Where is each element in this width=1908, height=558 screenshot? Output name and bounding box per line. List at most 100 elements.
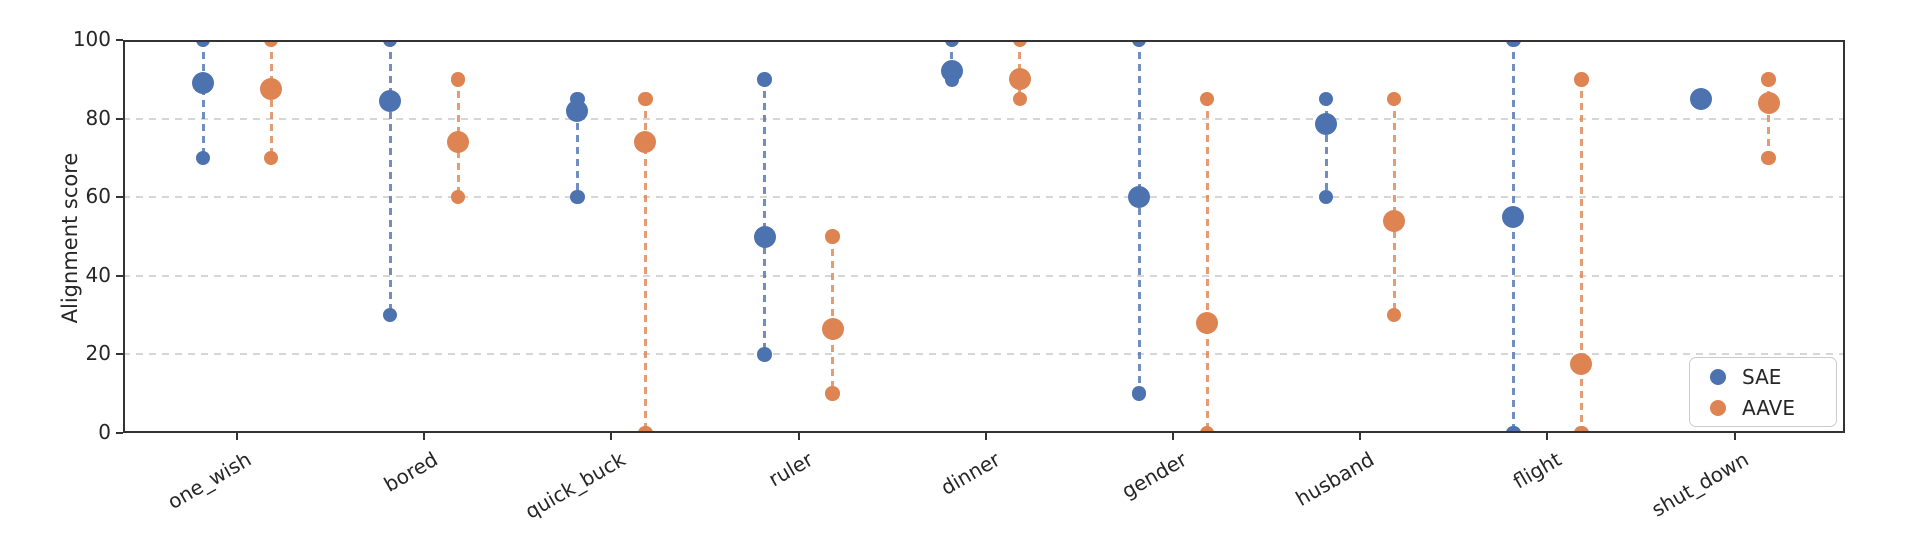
- y-tick-100: [116, 39, 123, 41]
- y-tick-80: [116, 117, 123, 120]
- max-dot-aave-bored: [450, 72, 466, 87]
- legend-label-aave: AAVE: [1742, 395, 1795, 420]
- min-dot-aave-bored: [450, 189, 466, 205]
- x-tick-ruler: [797, 433, 800, 440]
- range-line-aave-gender: [1205, 98, 1209, 433]
- min-dot-sae-bored: [382, 307, 398, 323]
- min-dot-aave-quick_buck: [638, 425, 653, 433]
- range-line-sae-dinner: [950, 40, 954, 80]
- mean-dot-sae-ruler: [753, 225, 776, 248]
- mean-dot-sae-quick_buck: [566, 99, 589, 122]
- range-line-aave-shut_down: [1767, 79, 1771, 158]
- y-tick-label-20: 20: [85, 341, 111, 366]
- min-dot-aave-shut_down: [1761, 150, 1776, 166]
- max-dot-aave-husband: [1386, 91, 1402, 107]
- x-tick-label-husband: husband: [1291, 447, 1379, 511]
- y-tick-label-60: 60: [85, 184, 111, 209]
- range-line-aave-quick_buck: [643, 98, 647, 433]
- y-tick-label-0: 0: [98, 420, 111, 444]
- mean-dot-aave-gender: [1196, 311, 1218, 334]
- mean-dot-sae-gender: [1128, 186, 1150, 209]
- y-axis-label: Alignment score: [58, 152, 82, 324]
- range-line-sae-bored: [388, 40, 392, 316]
- x-tick-bored: [423, 433, 426, 440]
- mean-dot-aave-dinner: [1008, 68, 1031, 91]
- mean-dot-aave-one_wish: [260, 78, 282, 101]
- range-line-aave-flight: [1579, 79, 1583, 433]
- max-dot-sae-gender: [1131, 40, 1147, 48]
- min-dot-aave-husband: [1386, 307, 1402, 323]
- x-tick-quick_buck: [610, 433, 613, 440]
- x-tick-husband: [1359, 433, 1362, 440]
- sae-marker-icon: [1710, 368, 1726, 385]
- y-tick-label-100: 100: [72, 27, 111, 51]
- y-tick-40: [116, 274, 123, 277]
- range-line-aave-ruler: [831, 236, 835, 394]
- y-tick-0: [116, 432, 123, 434]
- range-line-sae-one_wish: [201, 40, 205, 158]
- plot-area: [123, 40, 1845, 433]
- legend: SAE AAVE: [1689, 357, 1837, 427]
- min-dot-sae-husband: [1318, 189, 1334, 205]
- range-line-sae-flight: [1511, 40, 1515, 433]
- x-tick-dinner: [984, 433, 987, 440]
- aave-marker-icon: [1710, 399, 1726, 416]
- legend-label-sae: SAE: [1742, 364, 1782, 389]
- max-dot-sae-ruler: [757, 72, 772, 87]
- range-line-aave-husband: [1392, 98, 1396, 316]
- max-dot-aave-shut_down: [1761, 72, 1776, 87]
- mean-dot-sae-one_wish: [192, 72, 214, 95]
- y-tick-20: [116, 353, 123, 356]
- max-dot-sae-bored: [382, 40, 398, 48]
- mean-dot-aave-husband: [1383, 209, 1406, 232]
- x-tick-gender: [1172, 433, 1174, 440]
- max-dot-sae-one_wish: [195, 40, 211, 48]
- range-line-sae-gender: [1137, 40, 1141, 394]
- max-dot-aave-ruler: [825, 229, 840, 244]
- grid-line-20: [123, 353, 1845, 356]
- max-dot-aave-one_wish: [263, 40, 279, 48]
- max-dot-aave-dinner: [1012, 40, 1028, 48]
- min-dot-sae-one_wish: [195, 150, 211, 166]
- y-tick-label-80: 80: [85, 105, 111, 130]
- min-dot-aave-flight: [1574, 425, 1589, 433]
- x-tick-label-quick_buck: quick_buck: [520, 447, 630, 524]
- min-dot-sae-gender: [1131, 386, 1147, 401]
- x-tick-label-bored: bored: [380, 447, 443, 497]
- max-dot-sae-dinner: [944, 40, 960, 48]
- min-dot-aave-ruler: [825, 386, 840, 401]
- grid-line-40: [123, 274, 1845, 277]
- grid-line-80: [123, 117, 1845, 120]
- min-dot-sae-quick_buck: [570, 189, 585, 205]
- range-line-sae-husband: [1324, 98, 1328, 198]
- x-tick-label-shut_down: shut_down: [1647, 447, 1753, 522]
- x-tick-flight: [1546, 433, 1549, 440]
- mean-dot-aave-flight: [1570, 353, 1593, 376]
- x-tick-label-ruler: ruler: [763, 447, 817, 492]
- min-dot-aave-dinner: [1012, 91, 1028, 107]
- min-dot-aave-one_wish: [263, 150, 279, 166]
- min-dot-sae-ruler: [757, 347, 772, 362]
- x-tick-shut_down: [1733, 433, 1736, 440]
- mean-dot-aave-quick_buck: [634, 131, 657, 154]
- x-tick-one_wish: [236, 433, 238, 440]
- x-tick-label-gender: gender: [1117, 447, 1191, 504]
- range-line-sae-ruler: [763, 79, 767, 355]
- range-line-sae-quick_buck: [575, 98, 579, 198]
- x-tick-label-one_wish: one_wish: [163, 447, 255, 514]
- min-dot-sae-flight: [1506, 425, 1521, 433]
- x-tick-label-dinner: dinner: [936, 447, 1004, 500]
- mean-dot-aave-ruler: [821, 317, 844, 340]
- mean-dot-sae-husband: [1315, 113, 1338, 136]
- mean-dot-sae-bored: [379, 89, 402, 112]
- mean-dot-sae-shut_down: [1689, 87, 1712, 110]
- grid-line-60: [123, 196, 1845, 199]
- y-tick-60: [116, 196, 123, 199]
- legend-item-sae: SAE: [1710, 365, 1836, 389]
- mean-dot-sae-dinner: [940, 60, 963, 83]
- max-dot-aave-gender: [1199, 91, 1215, 107]
- mean-dot-sae-flight: [1502, 205, 1525, 228]
- mean-dot-aave-bored: [447, 131, 470, 154]
- x-tick-label-flight: flight: [1508, 447, 1566, 494]
